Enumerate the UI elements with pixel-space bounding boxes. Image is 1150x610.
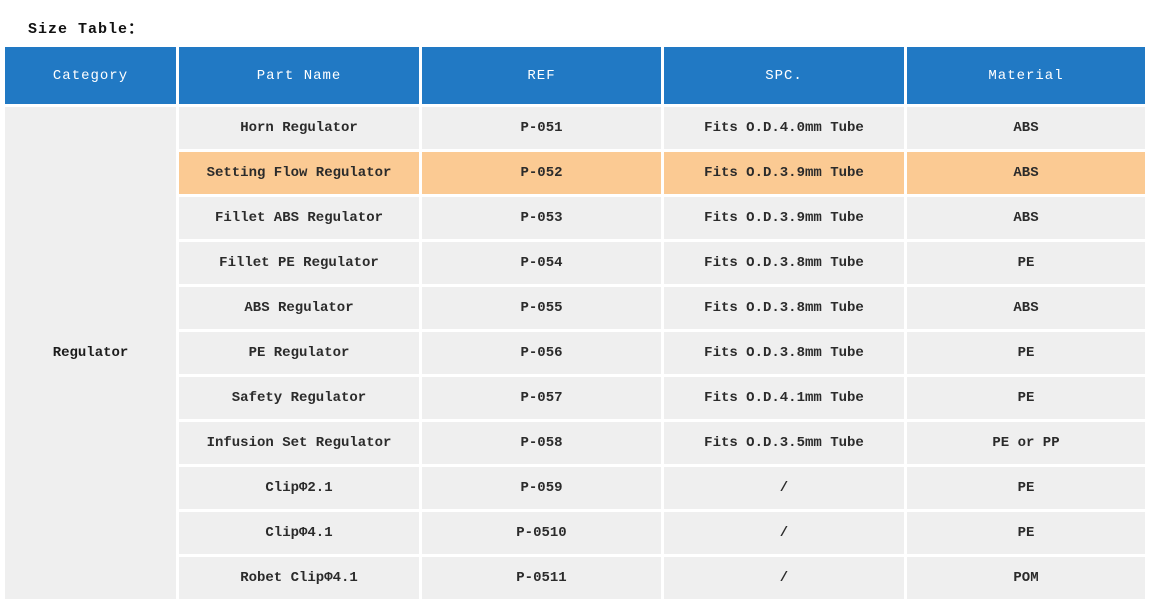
material-cell: ABS: [907, 287, 1145, 329]
ref-cell: P-0510: [422, 512, 661, 554]
category-cell: Regulator: [5, 107, 176, 599]
part-name-cell: Infusion Set Regulator: [179, 422, 419, 464]
column-header-part-name: Part Name: [179, 47, 419, 104]
material-cell: PE: [907, 377, 1145, 419]
ref-cell: P-056: [422, 332, 661, 374]
material-cell: PE: [907, 332, 1145, 374]
spc-cell: Fits O.D.3.5mm Tube: [664, 422, 904, 464]
ref-cell: P-057: [422, 377, 661, 419]
table-row: Setting Flow Regulator P-052 Fits O.D.3.…: [179, 152, 1145, 194]
table-row: Safety Regulator P-057 Fits O.D.4.1mm Tu…: [179, 377, 1145, 419]
material-cell: POM: [907, 557, 1145, 599]
spc-cell: Fits O.D.4.1mm Tube: [664, 377, 904, 419]
material-cell: PE: [907, 242, 1145, 284]
page-title: Size Table：: [28, 21, 145, 38]
material-cell: PE: [907, 512, 1145, 554]
material-cell: ABS: [907, 107, 1145, 149]
material-cell: ABS: [907, 197, 1145, 239]
material-cell: ABS: [907, 152, 1145, 194]
part-name-cell: ABS Regulator: [179, 287, 419, 329]
part-name-cell: ClipΦ4.1: [179, 512, 419, 554]
ref-cell: P-0511: [422, 557, 661, 599]
part-name-cell: Robet ClipΦ4.1: [179, 557, 419, 599]
column-header-material: Material: [907, 47, 1145, 104]
column-header-spc: SPC.: [664, 47, 904, 104]
ref-cell: P-059: [422, 467, 661, 509]
spc-cell: Fits O.D.4.0mm Tube: [664, 107, 904, 149]
part-name-cell: Setting Flow Regulator: [179, 152, 419, 194]
part-name-cell: Safety Regulator: [179, 377, 419, 419]
ref-cell: P-058: [422, 422, 661, 464]
table-rows: Horn Regulator P-051 Fits O.D.4.0mm Tube…: [179, 107, 1145, 599]
material-cell: PE: [907, 467, 1145, 509]
column-header-category: Category: [5, 47, 176, 104]
table-row: PE Regulator P-056 Fits O.D.3.8mm Tube P…: [179, 332, 1145, 374]
table-row: Horn Regulator P-051 Fits O.D.4.0mm Tube…: [179, 107, 1145, 149]
table-row: Fillet PE Regulator P-054 Fits O.D.3.8mm…: [179, 242, 1145, 284]
ref-cell: P-052: [422, 152, 661, 194]
ref-cell: P-054: [422, 242, 661, 284]
table-row: ClipΦ2.1 P-059 / PE: [179, 467, 1145, 509]
column-header-ref: REF: [422, 47, 661, 104]
ref-cell: P-053: [422, 197, 661, 239]
part-name-cell: Fillet PE Regulator: [179, 242, 419, 284]
spc-cell: Fits O.D.3.8mm Tube: [664, 332, 904, 374]
spc-cell: /: [664, 467, 904, 509]
spc-cell: Fits O.D.3.8mm Tube: [664, 242, 904, 284]
ref-cell: P-051: [422, 107, 661, 149]
spc-cell: Fits O.D.3.8mm Tube: [664, 287, 904, 329]
table-row: Robet ClipΦ4.1 P-0511 / POM: [179, 557, 1145, 599]
part-name-cell: Horn Regulator: [179, 107, 419, 149]
spc-cell: /: [664, 557, 904, 599]
table-body: Regulator Horn Regulator P-051 Fits O.D.…: [5, 107, 1145, 599]
part-name-cell: PE Regulator: [179, 332, 419, 374]
spc-cell: /: [664, 512, 904, 554]
spc-cell: Fits O.D.3.9mm Tube: [664, 197, 904, 239]
table-row: ClipΦ4.1 P-0510 / PE: [179, 512, 1145, 554]
table-row: Infusion Set Regulator P-058 Fits O.D.3.…: [179, 422, 1145, 464]
table-row: ABS Regulator P-055 Fits O.D.3.8mm Tube …: [179, 287, 1145, 329]
table-header-row: Category Part Name REF SPC. Material: [5, 47, 1145, 104]
table-row: Fillet ABS Regulator P-053 Fits O.D.3.9m…: [179, 197, 1145, 239]
size-table: Category Part Name REF SPC. Material Reg…: [5, 47, 1145, 599]
ref-cell: P-055: [422, 287, 661, 329]
part-name-cell: ClipΦ2.1: [179, 467, 419, 509]
material-cell: PE or PP: [907, 422, 1145, 464]
part-name-cell: Fillet ABS Regulator: [179, 197, 419, 239]
spc-cell: Fits O.D.3.9mm Tube: [664, 152, 904, 194]
